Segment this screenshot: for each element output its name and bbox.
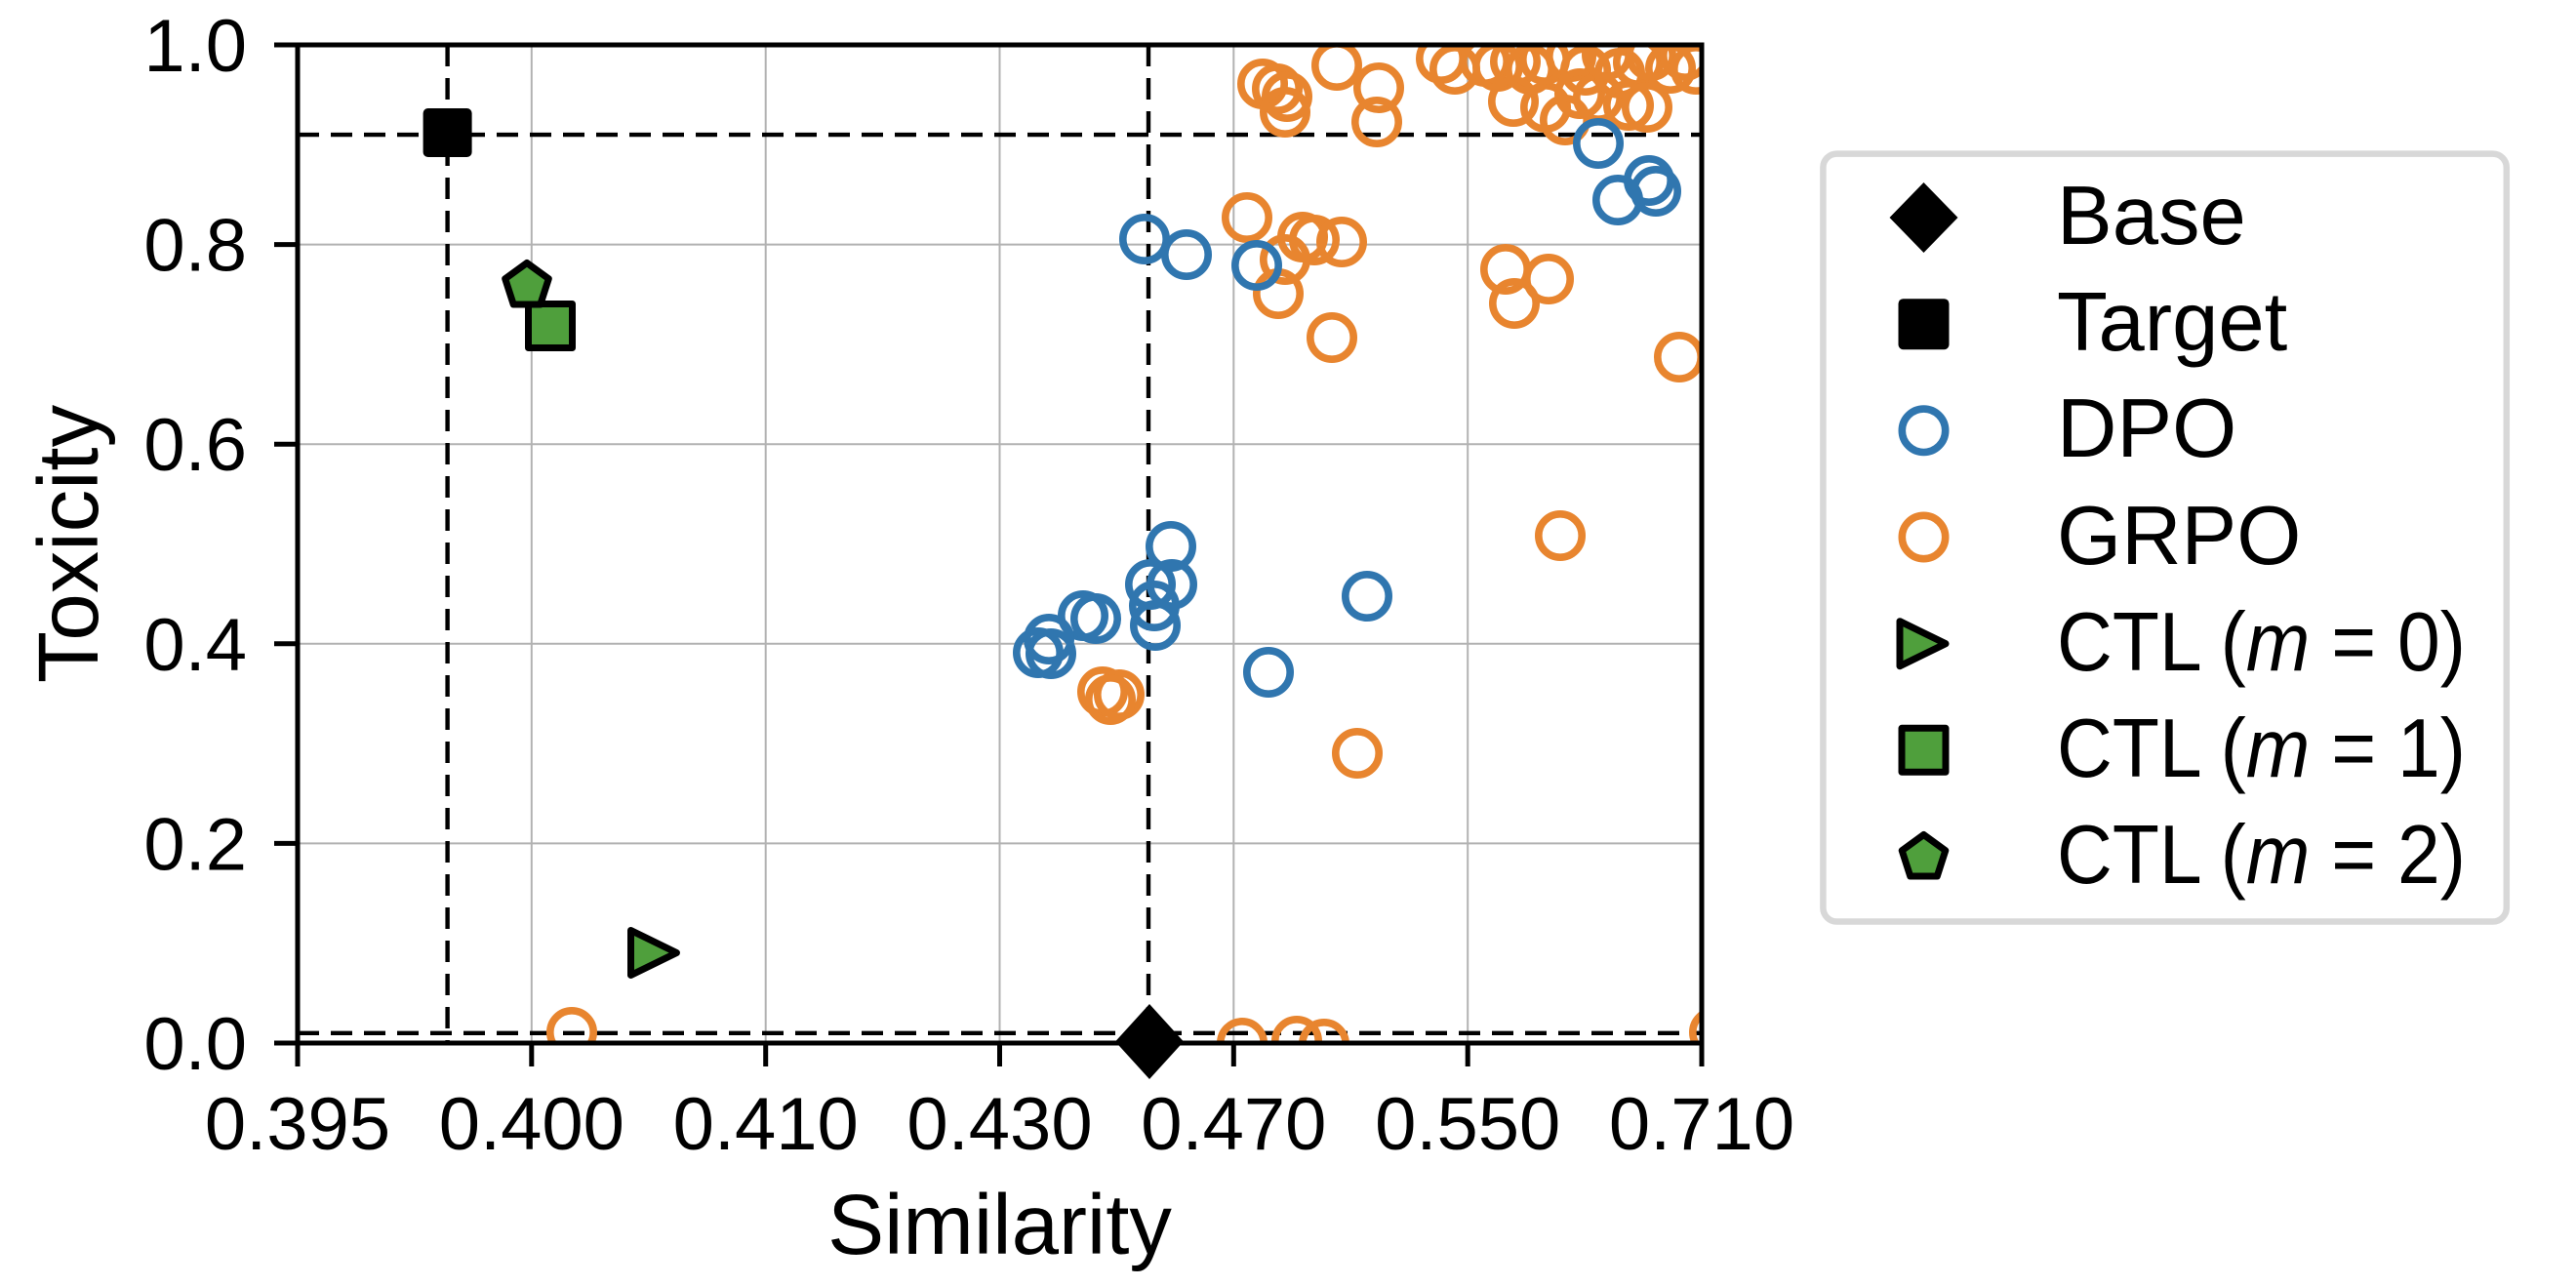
svg-text:0.550: 0.550 bbox=[1375, 1083, 1560, 1166]
svg-text:0.4: 0.4 bbox=[143, 604, 247, 687]
svg-text:Target: Target bbox=[2057, 276, 2287, 369]
svg-text:0.470: 0.470 bbox=[1141, 1083, 1326, 1166]
svg-text:Base: Base bbox=[2057, 170, 2246, 262]
svg-text:0.6: 0.6 bbox=[143, 404, 247, 487]
svg-text:DPO: DPO bbox=[2057, 382, 2236, 475]
svg-text:0.395: 0.395 bbox=[205, 1083, 390, 1166]
svg-text:0.430: 0.430 bbox=[906, 1083, 1092, 1166]
svg-text:0.2: 0.2 bbox=[143, 803, 247, 886]
svg-text:Toxicity: Toxicity bbox=[21, 404, 116, 683]
svg-text:0.8: 0.8 bbox=[143, 205, 247, 288]
svg-text:CTL (m = 0): CTL (m = 0) bbox=[2057, 596, 2466, 689]
svg-text:1.0: 1.0 bbox=[143, 5, 247, 88]
svg-text:GRPO: GRPO bbox=[2057, 490, 2301, 583]
svg-text:CTL (m = 2): CTL (m = 2) bbox=[2057, 809, 2466, 902]
svg-text:0.0: 0.0 bbox=[143, 1003, 247, 1086]
svg-text:0.710: 0.710 bbox=[1609, 1083, 1794, 1166]
svg-text:0.410: 0.410 bbox=[673, 1083, 859, 1166]
svg-text:0.400: 0.400 bbox=[439, 1083, 624, 1166]
svg-text:Similarity: Similarity bbox=[827, 1178, 1172, 1272]
svg-text:CTL (m = 1): CTL (m = 1) bbox=[2057, 703, 2466, 795]
